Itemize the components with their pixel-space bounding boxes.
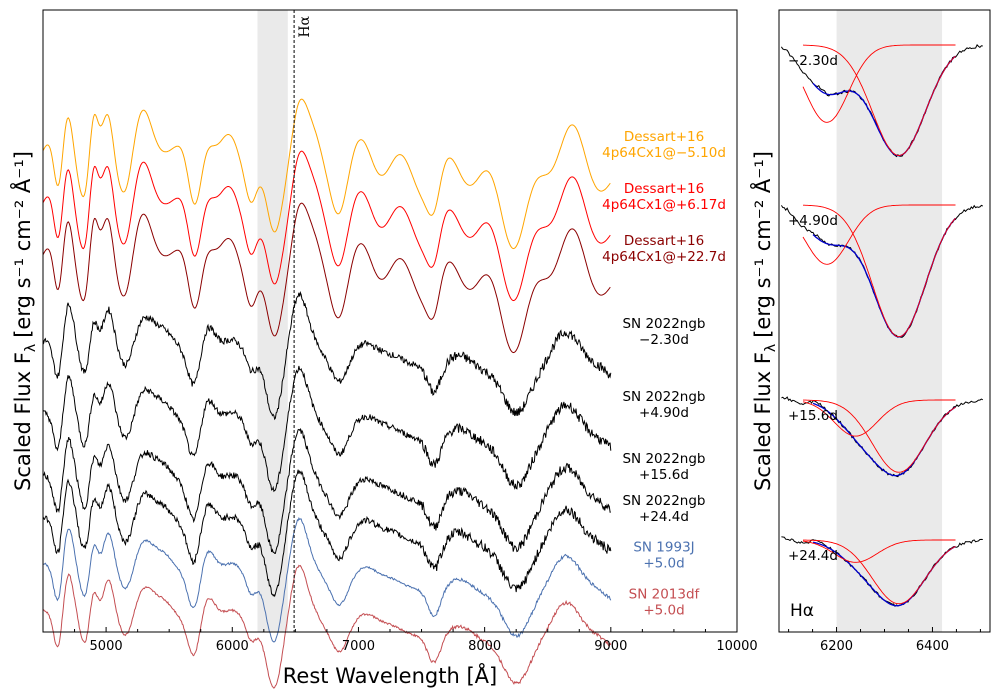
left-x-axis-title: Rest Wavelength [Å]: [283, 662, 497, 688]
spectrum-line: [42, 365, 612, 493]
series-label: SN 1993J: [633, 540, 694, 556]
halpha-fit-group: [780, 44, 984, 607]
series-label: Dessart+16: [624, 181, 704, 197]
series-label: SN 2022ngb: [622, 493, 705, 509]
spectrum-line: [42, 427, 611, 554]
spectrum-line: [42, 469, 612, 598]
right-y-axis-title-sub: λ: [763, 344, 779, 352]
halpha-vline-label: Hα: [297, 15, 313, 37]
halpha-component-line: [802, 44, 956, 123]
halpha-component-line: [802, 44, 956, 156]
left-x-ticks: 5000 6000 7000 8000 9000 10000: [42, 627, 758, 654]
right-x-tick-label: 6200: [820, 639, 853, 654]
x-tick-label: 10000: [716, 639, 757, 654]
left-y-axis-title-units: [erg s⁻¹ cm⁻² Å⁻¹]: [9, 151, 35, 338]
halpha-component-line: [803, 399, 956, 473]
spectrum-line: [42, 202, 611, 354]
right-y-axis-title: Scaled Flux Fλ [erg s⁻¹ cm⁻² Å⁻¹]: [749, 151, 779, 491]
series-label-epoch: 4p64Cx1@+6.17d: [602, 197, 726, 213]
left-y-axis-title-main: Scaled Flux F: [11, 352, 35, 491]
epoch-labels: −2.30d +4.90d +15.6d +24.4d: [788, 53, 838, 564]
halpha-component-line: [802, 204, 956, 265]
series-labels: Dessart+164p64Cx1@−5.10dDessart+164p64Cx…: [602, 129, 726, 619]
series-label-epoch: +24.4d: [639, 509, 689, 525]
spectrum-line: [42, 98, 611, 250]
series-label-epoch: +5.0d: [643, 556, 684, 572]
spectrum-line: [42, 290, 612, 421]
series-label: SN 2013df: [629, 586, 701, 602]
right-shaded-region: [836, 10, 943, 632]
halpha-component-line: [803, 539, 956, 605]
right-y-axis-title-main: Scaled Flux F: [751, 352, 775, 491]
x-tick-label: 6000: [216, 639, 249, 654]
right-y-axis-title-units: [erg s⁻¹ cm⁻² Å⁻¹]: [749, 151, 775, 338]
series-label-epoch: +4.90d: [639, 405, 689, 421]
series-label-epoch: 4p64Cx1@−5.10d: [602, 145, 726, 161]
x-tick-label: 9000: [594, 639, 627, 654]
halpha-shaded-region: [257, 10, 288, 632]
epoch-label: +4.90d: [788, 213, 838, 229]
halpha-component-line: [802, 399, 956, 437]
right-panel: −2.30d +4.90d +15.6d +24.4d 6200 6400 Hα Sca…: [749, 9, 991, 654]
series-label-epoch: +5.0d: [643, 602, 684, 618]
right-x-ticks: 6200 6400: [788, 627, 981, 654]
x-tick-label: 8000: [468, 639, 501, 654]
series-label: Dessart+16: [624, 233, 704, 249]
left-y-axis-title: Scaled Flux Fλ [erg s⁻¹ cm⁻² Å⁻¹]: [9, 151, 39, 491]
spectrum-line: [42, 150, 611, 302]
right-panel-label: Hα: [790, 601, 814, 621]
series-label-epoch: 4p64Cx1@+22.7d: [602, 249, 726, 265]
series-label-epoch: −2.30d: [639, 332, 689, 348]
epoch-label: +24.4d: [788, 548, 838, 564]
epoch-label: −2.30d: [788, 53, 838, 69]
series-label-epoch: +15.6d: [639, 467, 689, 483]
series-label: Dessart+16: [624, 129, 704, 145]
series-label: SN 2022ngb: [622, 451, 705, 467]
spectra-series-group: [42, 98, 612, 689]
left-y-axis-title-sub: λ: [23, 344, 39, 352]
halpha-component-line: [802, 539, 956, 563]
right-x-tick-label: 6400: [916, 639, 949, 654]
halpha-component-line: [803, 204, 956, 338]
spectrum-line: [42, 517, 612, 643]
x-tick-label: 7000: [342, 639, 375, 654]
series-label: SN 2022ngb: [622, 316, 705, 332]
x-tick-label: 5000: [90, 639, 123, 654]
left-panel: Hα Dessart+164p64Cx1@−5.10dDessart+164p6…: [9, 9, 758, 689]
epoch-label: +15.6d: [788, 408, 838, 424]
series-label: SN 2022ngb: [622, 389, 705, 405]
